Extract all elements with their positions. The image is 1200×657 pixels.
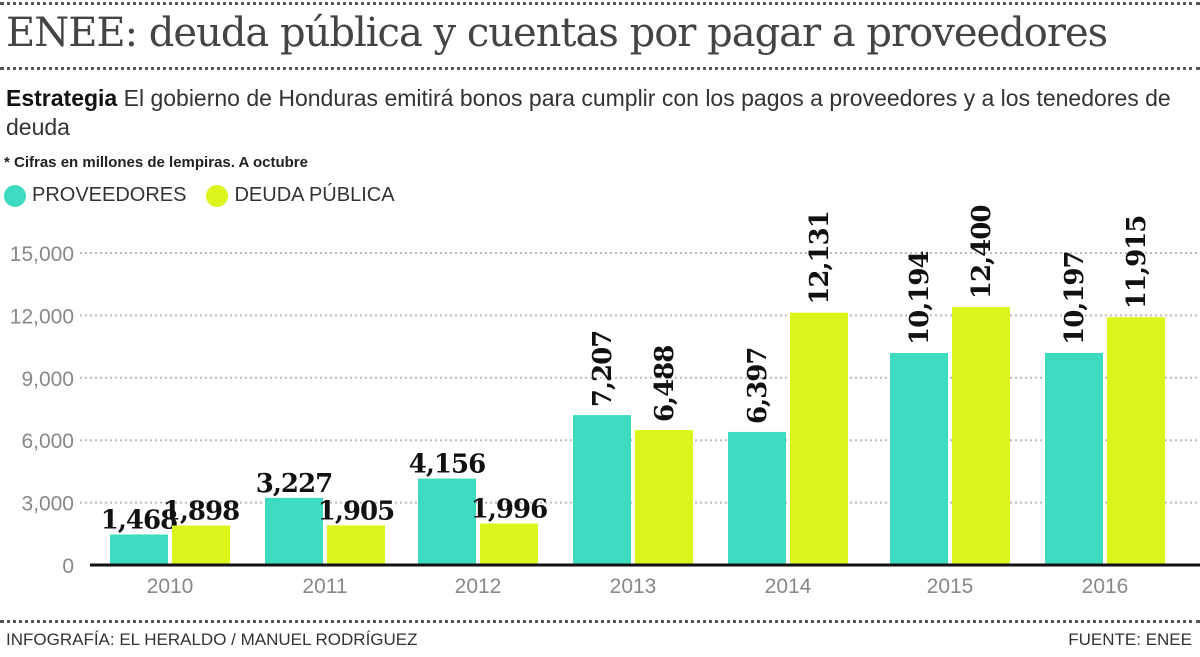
data-label: 12,131 xyxy=(805,211,835,305)
data-label: 11,915 xyxy=(1122,216,1152,310)
data-label: 4,156 xyxy=(409,450,485,480)
data-label: 10,194 xyxy=(905,251,935,345)
bar-proveedores xyxy=(110,534,168,565)
data-label: 1,468 xyxy=(101,505,177,535)
data-label: 12,400 xyxy=(967,206,997,300)
data-label: 1,898 xyxy=(163,497,239,527)
subtitle-lead: Estrategia xyxy=(6,85,118,111)
subtitle-text: El gobierno de Honduras emitirá bonos pa… xyxy=(6,85,1171,140)
y-tick-label: 3,000 xyxy=(21,493,74,516)
legend-label-proveedores: PROVEEDORES xyxy=(32,184,187,206)
legend-swatch-deuda xyxy=(206,184,229,207)
bar-deuda xyxy=(327,525,385,565)
data-label: 1,905 xyxy=(318,496,394,526)
x-tick-label: 2011 xyxy=(302,575,347,598)
legend: PROVEEDORES DEUDA PÚBLICA xyxy=(4,184,395,207)
bar-proveedores xyxy=(1045,352,1103,565)
data-label: 1,996 xyxy=(471,494,547,524)
bar-deuda xyxy=(790,312,848,565)
divider xyxy=(0,67,1200,70)
x-tick-label: 2010 xyxy=(147,575,194,598)
y-tick-label: 0 xyxy=(62,555,74,578)
data-label: 6,488 xyxy=(650,346,680,422)
bar-proveedores xyxy=(265,497,323,565)
divider xyxy=(0,2,1200,5)
data-label: 3,227 xyxy=(256,469,332,499)
bar-deuda xyxy=(1107,317,1165,565)
chart-title: ENEE: deuda pública y cuentas por pagar … xyxy=(6,10,1108,56)
data-label: 7,207 xyxy=(588,331,618,407)
x-tick-label: 2014 xyxy=(765,575,812,598)
source: FUENTE: ENEE xyxy=(1068,630,1192,649)
x-tick-label: 2015 xyxy=(927,575,974,598)
x-tick-label: 2016 xyxy=(1082,575,1129,598)
bar-proveedores xyxy=(728,431,786,565)
bar-proveedores xyxy=(890,352,948,565)
bar-deuda xyxy=(952,307,1010,565)
divider xyxy=(0,620,1200,623)
y-tick-label: 9,000 xyxy=(21,368,74,391)
credit: INFOGRAFÍA: EL HERALDO / MANUEL RODRÍGUE… xyxy=(6,630,418,649)
legend-label-deuda: DEUDA PÚBLICA xyxy=(234,184,395,206)
x-tick-label: 2012 xyxy=(455,575,502,598)
bar-proveedores xyxy=(418,478,476,565)
bar-deuda xyxy=(172,525,230,565)
x-tick-label: 2013 xyxy=(610,575,657,598)
subtitle: Estrategia El gobierno de Honduras emiti… xyxy=(6,84,1196,142)
units-note: * Cifras en millones de lempiras. A octu… xyxy=(4,154,308,171)
legend-swatch-proveedores xyxy=(4,184,26,207)
y-tick-label: 6,000 xyxy=(21,430,74,453)
bar-deuda xyxy=(480,523,538,565)
y-tick-label: 15,000 xyxy=(10,243,74,266)
data-label: 10,197 xyxy=(1060,251,1090,345)
y-tick-label: 12,000 xyxy=(10,305,74,328)
data-label: 6,397 xyxy=(743,348,773,424)
bar-proveedores xyxy=(573,415,631,565)
bar-deuda xyxy=(635,430,693,565)
